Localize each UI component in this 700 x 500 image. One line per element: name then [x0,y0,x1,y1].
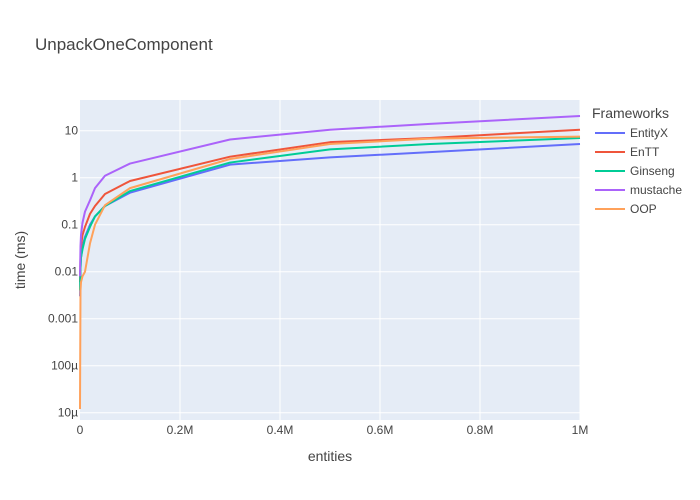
y-tick-label: 0.1 [61,218,78,232]
legend-label: OOP [630,202,657,216]
x-tick-label: 0.4M [267,423,294,437]
chart-title: UnpackOneComponent [35,35,213,54]
y-tick-label: 0.01 [55,265,79,279]
legend[interactable]: Frameworks EntityX EnTT Ginseng mustache OOP [592,105,682,216]
x-tick-label: 0.8M [467,423,494,437]
legend-item-ginseng[interactable]: Ginseng [595,164,675,178]
legend-title: Frameworks [592,105,669,121]
legend-item-entityx[interactable]: EntityX [595,126,668,140]
y-tick-label: 10µ [58,406,78,420]
legend-item-mustache[interactable]: mustache [595,183,682,197]
legend-label: Ginseng [630,164,675,178]
x-tick-label: 1M [572,423,589,437]
x-tick-label: 0 [77,423,84,437]
legend-item-oop[interactable]: OOP [595,202,657,216]
y-tick-label: 10 [65,124,79,138]
grid [80,100,581,420]
y-axis-title: time (ms) [12,231,28,289]
x-tick-label: 0.6M [367,423,394,437]
legend-item-entt[interactable]: EnTT [595,145,660,159]
x-axis-ticks: 0 0.2M 0.4M 0.6M 0.8M 1M [77,423,589,437]
y-axis-ticks: 10µ 100µ 0.001 0.01 0.1 1 10 [48,124,78,420]
legend-label: EnTT [630,145,660,159]
x-tick-label: 0.2M [167,423,194,437]
legend-label: EntityX [630,126,668,140]
series-layer [79,115,581,410]
plot-area [80,100,580,420]
series-line-oop[interactable] [79,135,581,410]
series-line-mustache[interactable] [79,115,581,277]
y-tick-label: 0.001 [48,312,78,326]
legend-label: mustache [630,183,682,197]
y-tick-label: 1 [71,171,78,185]
x-axis-title: entities [308,448,352,464]
y-tick-label: 100µ [51,359,78,373]
